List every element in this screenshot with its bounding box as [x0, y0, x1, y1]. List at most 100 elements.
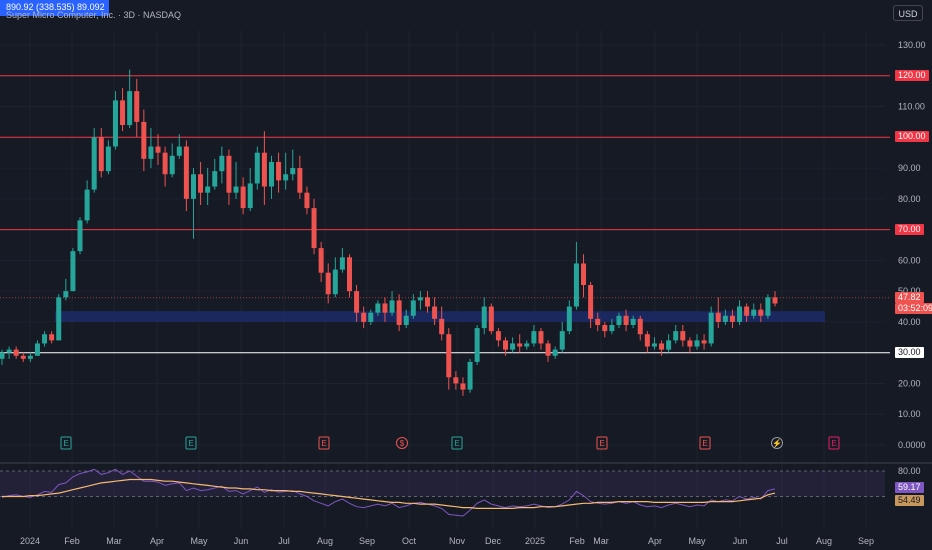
candle-body — [524, 343, 530, 347]
level-tag: 100.00 — [895, 131, 929, 143]
candle-body — [396, 300, 402, 325]
candle-body — [545, 343, 551, 356]
event-label: E — [188, 439, 193, 448]
candle-body — [382, 303, 388, 313]
candle-body — [34, 343, 40, 356]
candle-body — [644, 334, 650, 347]
event-markers: E E E $ E E E ⚡ E — [60, 436, 840, 450]
time-tick-label: Aug — [317, 536, 333, 546]
candle-body — [680, 331, 686, 341]
candle-body — [20, 355, 26, 359]
time-tick-label: Jul — [776, 536, 788, 546]
horizontal-levels — [0, 75, 890, 354]
candle-body — [744, 306, 750, 316]
countdown-tag: 03:52:09 — [895, 302, 932, 314]
level-tag: 70.00 — [895, 223, 924, 235]
candle-body — [389, 300, 395, 313]
candle-body — [488, 306, 494, 332]
candle-body — [481, 306, 487, 329]
candle-body — [13, 349, 19, 356]
event-box — [596, 436, 608, 450]
currency-button[interactable]: USD — [893, 5, 923, 21]
candle-body — [552, 349, 558, 356]
candle-body — [602, 325, 608, 332]
time-tick-label: Apr — [150, 536, 164, 546]
event-label: E — [831, 439, 836, 448]
event-label: E — [599, 439, 604, 448]
price-tick-label: 40.00 — [898, 317, 921, 327]
candle-body — [581, 263, 587, 285]
candle-body — [155, 146, 161, 153]
candle-body — [538, 331, 544, 344]
candle-body — [84, 189, 90, 221]
candle-body — [474, 328, 480, 362]
price-tick-label: 130.00 — [898, 40, 926, 50]
candle-body — [219, 155, 225, 172]
time-axis: 2024 Feb Mar Apr May Jun Jul Aug Sep Oct Nov Dec 202… — [20, 536, 874, 546]
candles — [0, 69, 778, 396]
time-tick-label: Oct — [402, 536, 417, 546]
candle-body — [190, 174, 196, 199]
candle-body — [510, 343, 516, 350]
candle-body — [616, 315, 622, 325]
time-tick-label: Sep — [858, 536, 874, 546]
rsi-value-tag: 59.17 — [895, 481, 924, 493]
candle-body — [410, 300, 416, 316]
candle-body — [212, 171, 218, 187]
price-axis: 130.00 120.00 110.00 100.00 90.00 80.00 70.00 6… — [898, 40, 926, 476]
price-ticker-badge: 890.92 (338.535) 89.092 — [0, 0, 109, 16]
candle-body — [261, 152, 267, 187]
event-label: ⚡ — [772, 438, 782, 448]
time-tick-label: Sep — [359, 536, 375, 546]
candle-body — [758, 309, 764, 316]
candle-body — [332, 269, 338, 295]
candle-body — [141, 121, 147, 159]
candle-body — [361, 312, 367, 322]
time-tick-label: Apr — [648, 536, 662, 546]
candle-body — [595, 318, 601, 325]
time-tick-label: Mar — [106, 536, 122, 546]
candle-body — [112, 100, 118, 147]
price-tick-label: 20.00 — [898, 378, 921, 388]
candle-body — [687, 340, 693, 347]
candle-body — [375, 303, 381, 313]
time-tick-label: May — [688, 536, 706, 546]
candle-body — [495, 331, 501, 341]
candle-body — [772, 297, 778, 304]
chart-title: Super Micro Computer, Inc. · 3D · NASDAQ — [6, 10, 181, 20]
candle-body — [0, 352, 5, 359]
candle-body — [354, 291, 360, 313]
candle-body — [56, 297, 62, 341]
candle-body — [268, 161, 274, 187]
time-tick-label: Aug — [816, 536, 832, 546]
candle-body — [183, 146, 189, 199]
event-box — [60, 436, 72, 450]
rsi-tick-label: 80.00 — [898, 466, 921, 476]
candle-body — [566, 306, 572, 332]
candle-body — [531, 331, 537, 344]
candle-body — [49, 334, 55, 341]
time-tick-label: Mar — [593, 536, 609, 546]
rsi-ma-value-tag: 54.49 — [895, 494, 924, 506]
event-circle — [396, 437, 408, 449]
candle-body — [708, 312, 714, 344]
rsi-line — [1, 468, 776, 517]
time-tick-label: May — [190, 536, 208, 546]
candle-body — [176, 146, 182, 156]
candle-body — [765, 297, 771, 316]
candle-body — [276, 161, 282, 181]
candle-body — [233, 186, 239, 193]
level-tag: 30.00 — [895, 346, 924, 358]
zone-rect — [55, 311, 825, 322]
time-tick-label: Jun — [234, 536, 249, 546]
candle-body — [98, 137, 104, 172]
candle-body — [290, 168, 296, 175]
candle-body — [659, 343, 665, 350]
price-tick-label: 80.00 — [898, 194, 921, 204]
ticker-text: 890.92 (338.535) 89.092 — [6, 2, 105, 12]
candle-body — [651, 343, 657, 347]
candle-body — [77, 220, 83, 252]
rsi-band — [0, 471, 885, 497]
grid-lines — [0, 30, 885, 530]
